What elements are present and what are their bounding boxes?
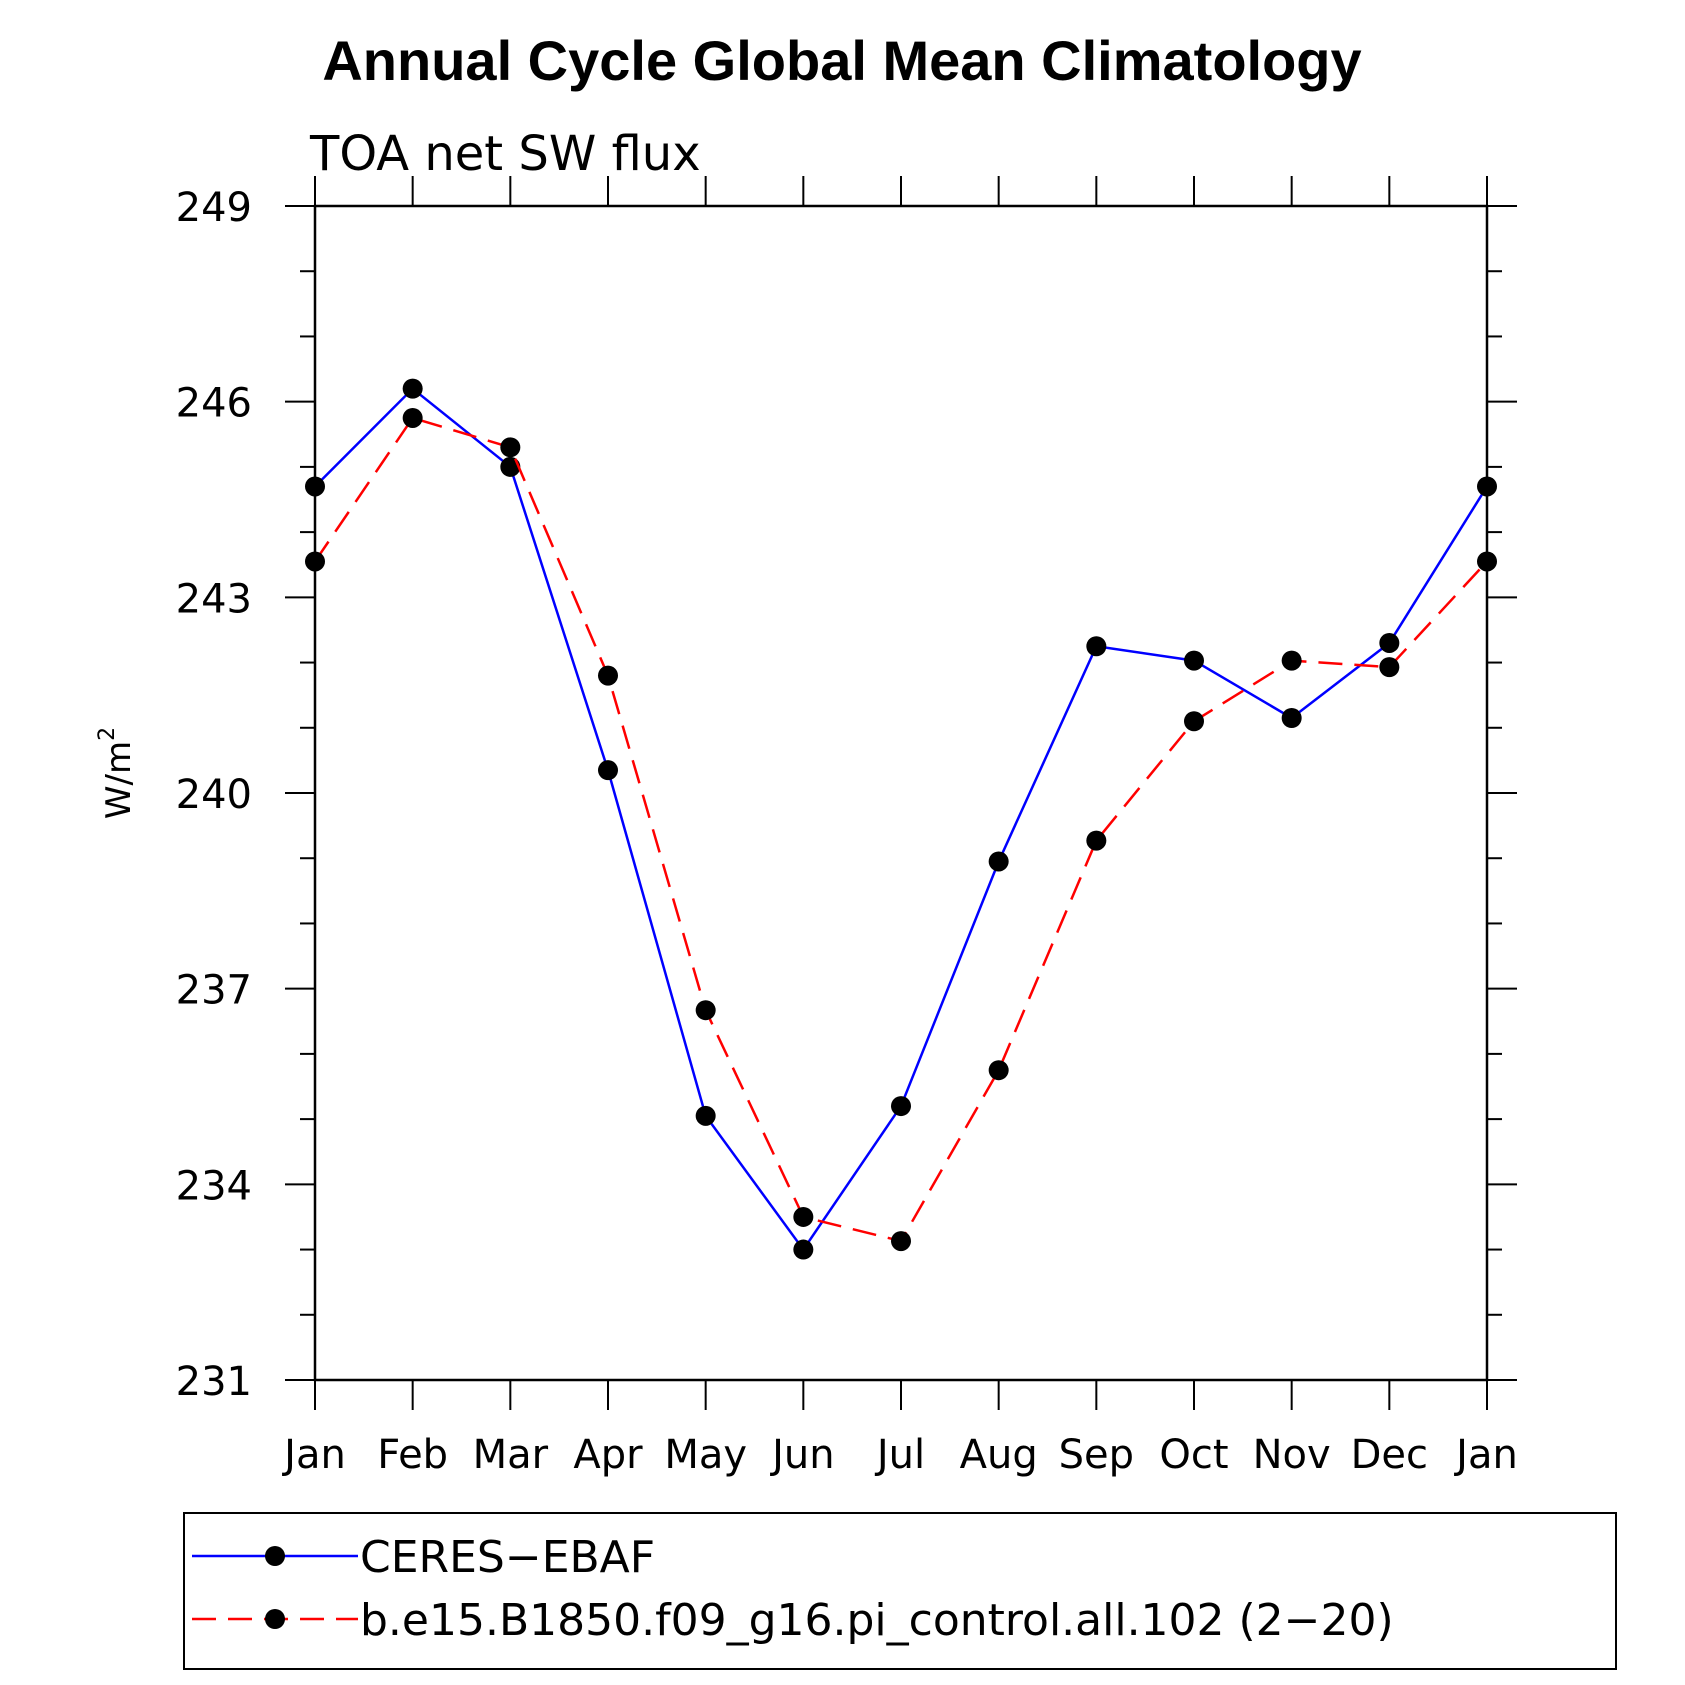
series-line-1: [314, 386, 1489, 1252]
series-1-point: [402, 378, 423, 399]
series-1-point: [1184, 650, 1204, 671]
series-2-point: [1477, 551, 1497, 572]
series-2-point: [793, 1206, 814, 1227]
series-1-point: [793, 1239, 814, 1260]
y-tick-label: 240: [176, 772, 252, 818]
series-group: [305, 378, 1497, 1260]
y-tick-label: 249: [176, 185, 252, 231]
series-2-point: [1086, 830, 1107, 851]
x-tick-label: May: [664, 1432, 747, 1478]
x-tick-label: Nov: [1253, 1432, 1331, 1478]
series-2-point: [1379, 657, 1400, 678]
legend-marker-2: [265, 1609, 285, 1629]
series-1-point: [988, 851, 1009, 872]
series-1-point: [598, 760, 618, 781]
plot-frame: [313, 204, 1489, 1382]
chart-subtitle: TOA net SW flux: [309, 126, 701, 182]
x-tick-label: Sep: [1059, 1432, 1134, 1478]
series-1-point: [305, 476, 325, 497]
x-tick-label: Aug: [960, 1432, 1038, 1478]
series-2-point: [1281, 650, 1302, 671]
legend-marker-1: [265, 1546, 285, 1566]
series-1-point: [1477, 476, 1497, 497]
y-tick-label: 231: [176, 1359, 252, 1405]
axes: 231 234 237 240 243 246 249 Jan Feb Mar Apr May Jun J…: [176, 176, 1518, 1478]
x-tick-label: Feb: [377, 1432, 448, 1478]
x-tick-label: Jun: [769, 1432, 835, 1478]
y-axis-label-unit: W/m: [99, 741, 139, 819]
y-tick-label: 237: [176, 968, 252, 1014]
legend: CERES−EBAF b.e15.B1850.f09_g16.pi_control…: [192, 1532, 1394, 1646]
series-1-point: [1379, 632, 1400, 653]
x-tick-label: Oct: [1159, 1432, 1228, 1478]
y-axis-label: W/m2: [95, 727, 139, 819]
x-tick-label: Apr: [573, 1432, 643, 1478]
series-2-point: [305, 551, 325, 572]
series-1-point: [1281, 707, 1302, 728]
series-1-point: [891, 1096, 911, 1117]
series-line-2: [313, 416, 1488, 1243]
x-tick-label: Jan: [281, 1432, 346, 1478]
y-tick-label: 243: [176, 576, 252, 622]
chart-title: Annual Cycle Global Mean Climatology: [322, 29, 1361, 92]
series-2-point: [988, 1060, 1009, 1081]
x-tick-label: Jan: [1453, 1432, 1518, 1478]
series-1-point: [1086, 636, 1107, 657]
legend-box: [183, 1512, 1617, 1670]
x-tick-label: Mar: [473, 1432, 549, 1478]
series-1-point: [695, 1105, 716, 1126]
series-2-point: [1184, 711, 1204, 732]
series-1-point: [500, 456, 521, 477]
legend-label-2: b.e15.B1850.f09_g16.pi_control.all.102 (…: [360, 1595, 1394, 1646]
y-axis-label-exponent: 2: [95, 727, 120, 741]
series-2-point: [598, 665, 618, 686]
x-tick-label: Dec: [1351, 1432, 1428, 1478]
y-tick-label: 234: [176, 1163, 252, 1209]
legend-label-1: CERES−EBAF: [360, 1532, 655, 1583]
y-tick-label: 246: [176, 381, 252, 427]
series-2-point: [695, 1000, 716, 1021]
x-tick-label: Jul: [874, 1432, 925, 1478]
series-2-point: [891, 1231, 911, 1252]
series-2-point: [500, 437, 521, 458]
series-2-point: [402, 407, 423, 428]
